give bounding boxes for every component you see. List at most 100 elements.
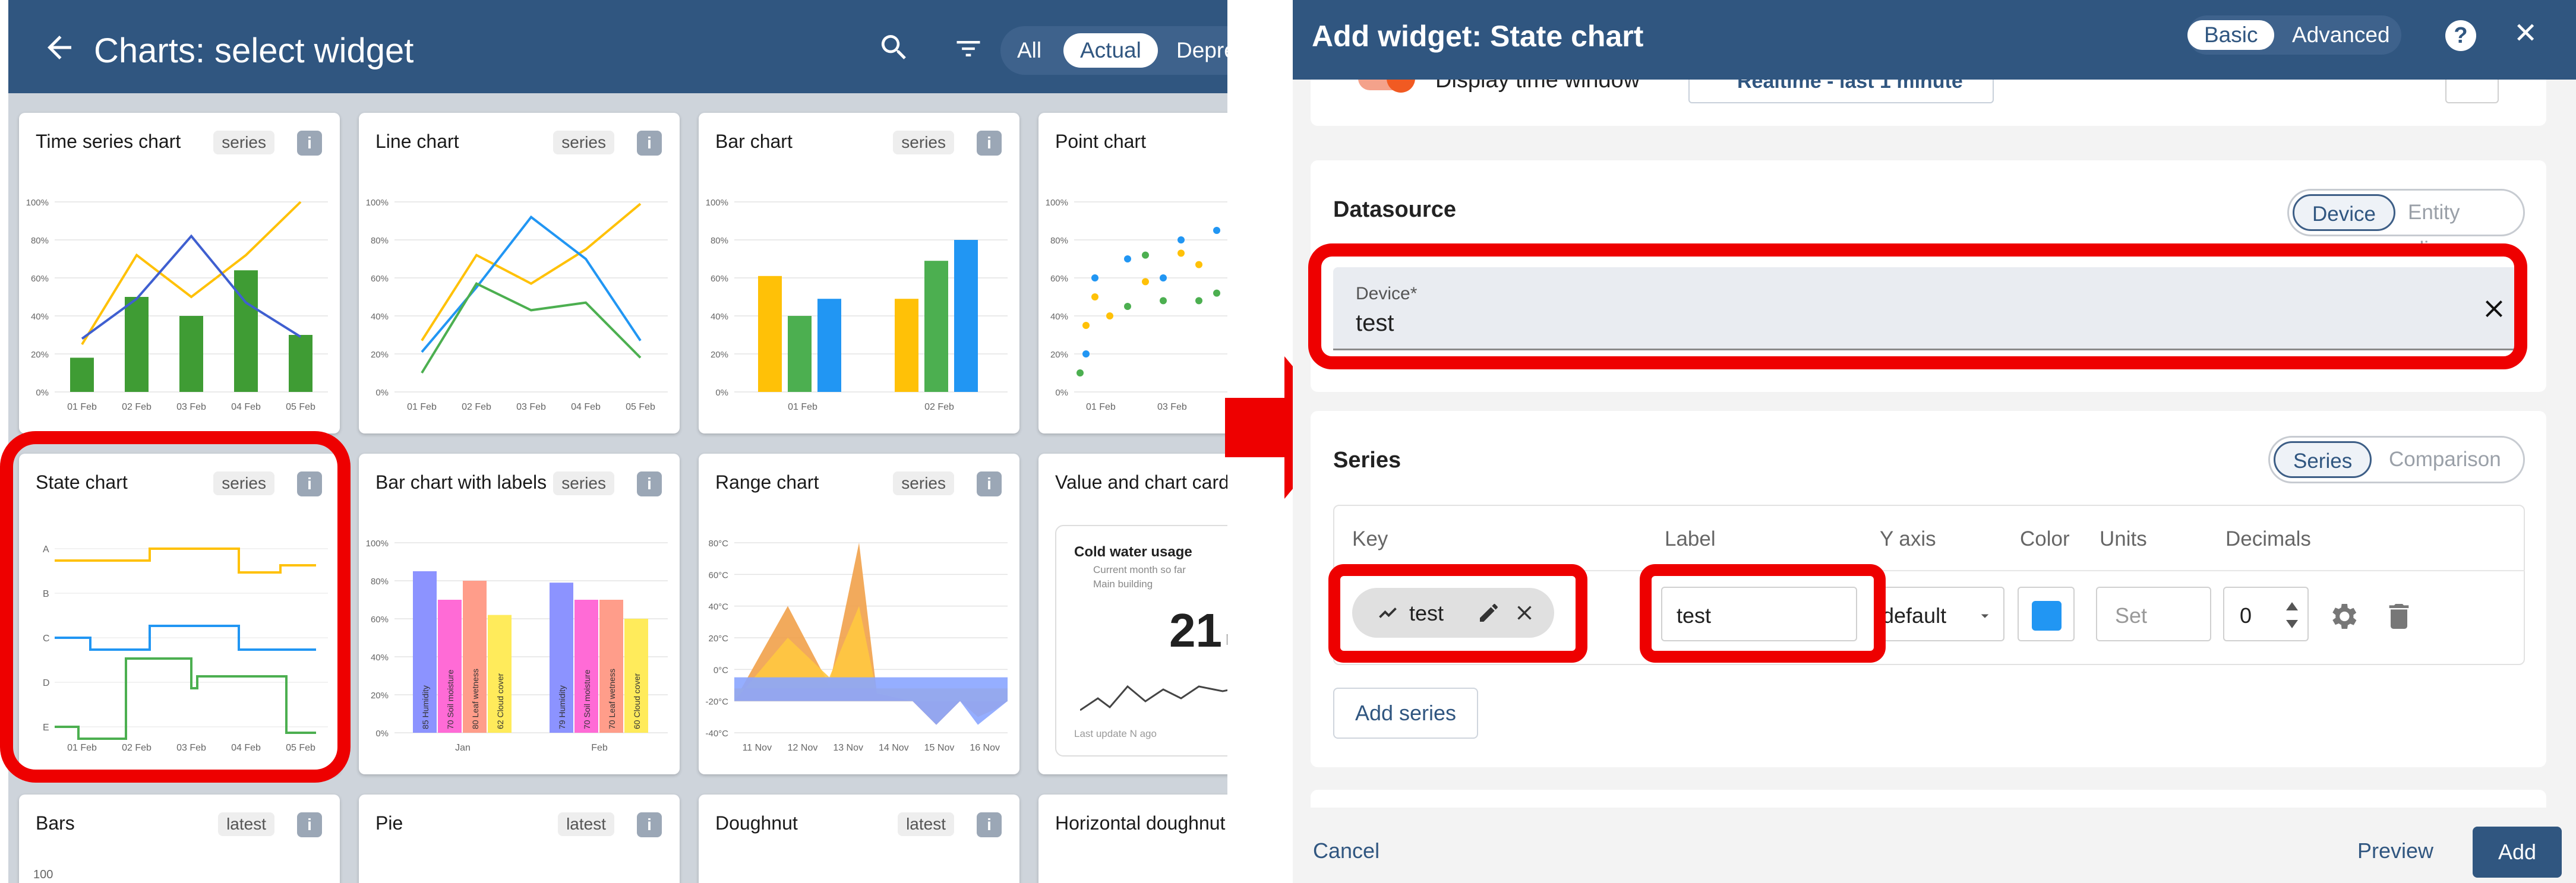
x-tick-label: Feb — [591, 743, 608, 753]
series-type-series[interactable]: Series — [2274, 441, 2372, 478]
add-button[interactable]: Add — [2473, 827, 2562, 878]
bar — [234, 270, 258, 392]
info-icon[interactable]: i — [637, 471, 662, 496]
series-label-input[interactable]: test — [1661, 587, 1857, 641]
card-point-chart[interactable]: Point chart 0% 20% 40% 60% 80% 100% 01 Feb 03 F… — [1038, 113, 1227, 433]
series-line-blue — [421, 215, 642, 353]
header-units: Units — [2100, 527, 2147, 550]
delete-icon[interactable] — [2382, 600, 2416, 633]
y-tick-label: 40% — [371, 653, 389, 663]
highlight-series-label — [1640, 564, 1886, 663]
y-tick-label: 40% — [31, 312, 49, 322]
dialog-header: Add widget: State chart Basic Advanced ?… — [1293, 0, 2576, 80]
x-tick-label: 03 Feb — [1157, 402, 1187, 412]
y-tick-label: -40°C — [705, 729, 728, 739]
bar-labels-preview: 0% 20% 40% 60% 80% 100% Jan Feb 85 Humidity 70 So… — [366, 539, 668, 753]
series-color-picker[interactable] — [2018, 587, 2075, 641]
filter-icon[interactable] — [952, 33, 985, 64]
series-line-green — [421, 282, 642, 374]
yaxis-select[interactable]: default — [1876, 587, 2004, 641]
series-key-text: test — [1409, 601, 1444, 625]
info-icon[interactable]: i — [637, 812, 662, 837]
close-icon[interactable]: ✕ — [2514, 18, 2538, 49]
decimals-input[interactable]: 0 — [2223, 587, 2309, 641]
bar-label: 70 Soil moisture — [582, 669, 592, 729]
info-icon[interactable]: i — [977, 131, 1002, 156]
info-icon[interactable]: i — [977, 471, 1002, 496]
card-bars[interactable]: Bars latest i 100 — [19, 795, 340, 883]
card-tag: series — [553, 131, 614, 154]
y-tick-label: 20% — [1050, 350, 1068, 360]
units-input[interactable]: Set — [2096, 587, 2211, 641]
filter-all[interactable]: All — [1017, 38, 1042, 62]
stepper-icon[interactable] — [2284, 600, 2300, 631]
value-card-name: Cold water usage — [1074, 544, 1192, 560]
card-tag: latest — [218, 812, 274, 836]
card-horizontal-doughnut[interactable]: Horizontal doughnut — [1038, 795, 1227, 883]
bar-chart-preview: 0% 20% 40% 60% 80% 100% 01 Feb 02 Feb — [706, 198, 1008, 412]
card-doughnut[interactable]: Doughnut latest i — [699, 795, 1019, 883]
x-tick-label: 01 Feb — [788, 402, 817, 412]
info-icon[interactable]: i — [297, 471, 322, 496]
card-bar-chart[interactable]: Bar chart series i 0% 20% 40% 60% 80% 100% 01 … — [699, 113, 1019, 433]
mode-advanced[interactable]: Advanced — [2292, 23, 2390, 47]
filter-actual[interactable]: Actual — [1063, 33, 1158, 68]
bar — [599, 600, 623, 733]
info-icon[interactable]: i — [297, 812, 322, 837]
state-line-blue — [55, 625, 316, 651]
series-type-comparison[interactable]: Comparison — [2389, 448, 2501, 471]
state-label: C — [43, 634, 50, 644]
card-state-chart[interactable]: State chart series i A B C D E 01 Feb 02 Feb 03… — [19, 454, 340, 774]
bar — [413, 571, 437, 733]
filter-deprecated[interactable]: Deprec — [1176, 38, 1227, 62]
add-series-button[interactable]: Add series — [1333, 688, 1478, 739]
remove-icon[interactable] — [1513, 601, 1536, 625]
card-time-series-chart[interactable]: Time series chart series i 0% 20% 40% 60% 80… — [19, 113, 340, 433]
bar — [574, 600, 598, 733]
series-label-value: test — [1677, 603, 1712, 628]
datasource-device[interactable]: Device — [2293, 194, 2395, 231]
point — [1195, 297, 1202, 305]
preview-button[interactable]: Preview — [2357, 838, 2434, 863]
search-icon[interactable] — [877, 31, 911, 64]
back-arrow-icon[interactable] — [42, 30, 77, 65]
x-tick-label: 13 Nov — [833, 743, 863, 753]
device-field[interactable]: Device* test — [1333, 267, 2521, 350]
y-tick-label: 80% — [711, 236, 728, 246]
x-tick-label: Jan — [455, 743, 471, 753]
settings-gear-icon[interactable] — [2326, 600, 2360, 633]
x-tick-label: 12 Nov — [788, 743, 818, 753]
cancel-button[interactable]: Cancel — [1313, 838, 1380, 863]
info-icon[interactable]: i — [977, 812, 1002, 837]
highlight-device-field — [1308, 243, 2527, 369]
card-line-chart[interactable]: Line chart series i 0% 20% 40% 60% 80% 100% 01… — [359, 113, 680, 433]
x-tick-label: 02 Feb — [122, 402, 151, 412]
clear-icon[interactable] — [2480, 295, 2508, 323]
series-key-chip[interactable]: test — [1352, 588, 1554, 638]
series-type-toggle: Series Comparison — [2268, 436, 2525, 483]
info-icon[interactable]: i — [297, 131, 322, 156]
edit-icon[interactable] — [1477, 601, 1501, 625]
y-tick-label: 40% — [1050, 312, 1068, 322]
x-tick-label: 11 Nov — [743, 743, 772, 753]
help-icon[interactable]: ? — [2445, 20, 2476, 51]
card-bar-chart-with-labels[interactable]: Bar chart with labels series i 0% 20% 40% 6… — [359, 454, 680, 774]
y-tick-label: 100% — [26, 198, 49, 208]
bar — [438, 600, 462, 733]
datasource-entity-alias[interactable]: Entity alias — [2408, 201, 2460, 261]
point — [1213, 289, 1220, 297]
color-swatch — [2032, 601, 2062, 631]
mode-basic[interactable]: Basic — [2187, 20, 2275, 50]
y-tick-label: 100% — [1046, 198, 1068, 208]
card-value-and-chart[interactable]: Value and chart card Cold water usage Cu… — [1038, 454, 1227, 774]
card-title: Range chart — [715, 471, 819, 493]
value-card-sub: Current month so far — [1093, 564, 1186, 575]
card-pie[interactable]: Pie latest i — [359, 795, 680, 883]
info-icon[interactable]: i — [637, 131, 662, 156]
state-label: D — [43, 678, 50, 688]
x-tick-label: 01 Feb — [1086, 402, 1116, 412]
card-range-chart[interactable]: Range chart series i -40°C -20°C 0°C 20°C 40… — [699, 454, 1019, 774]
card-title: Doughnut — [715, 812, 798, 834]
bar — [125, 297, 149, 392]
